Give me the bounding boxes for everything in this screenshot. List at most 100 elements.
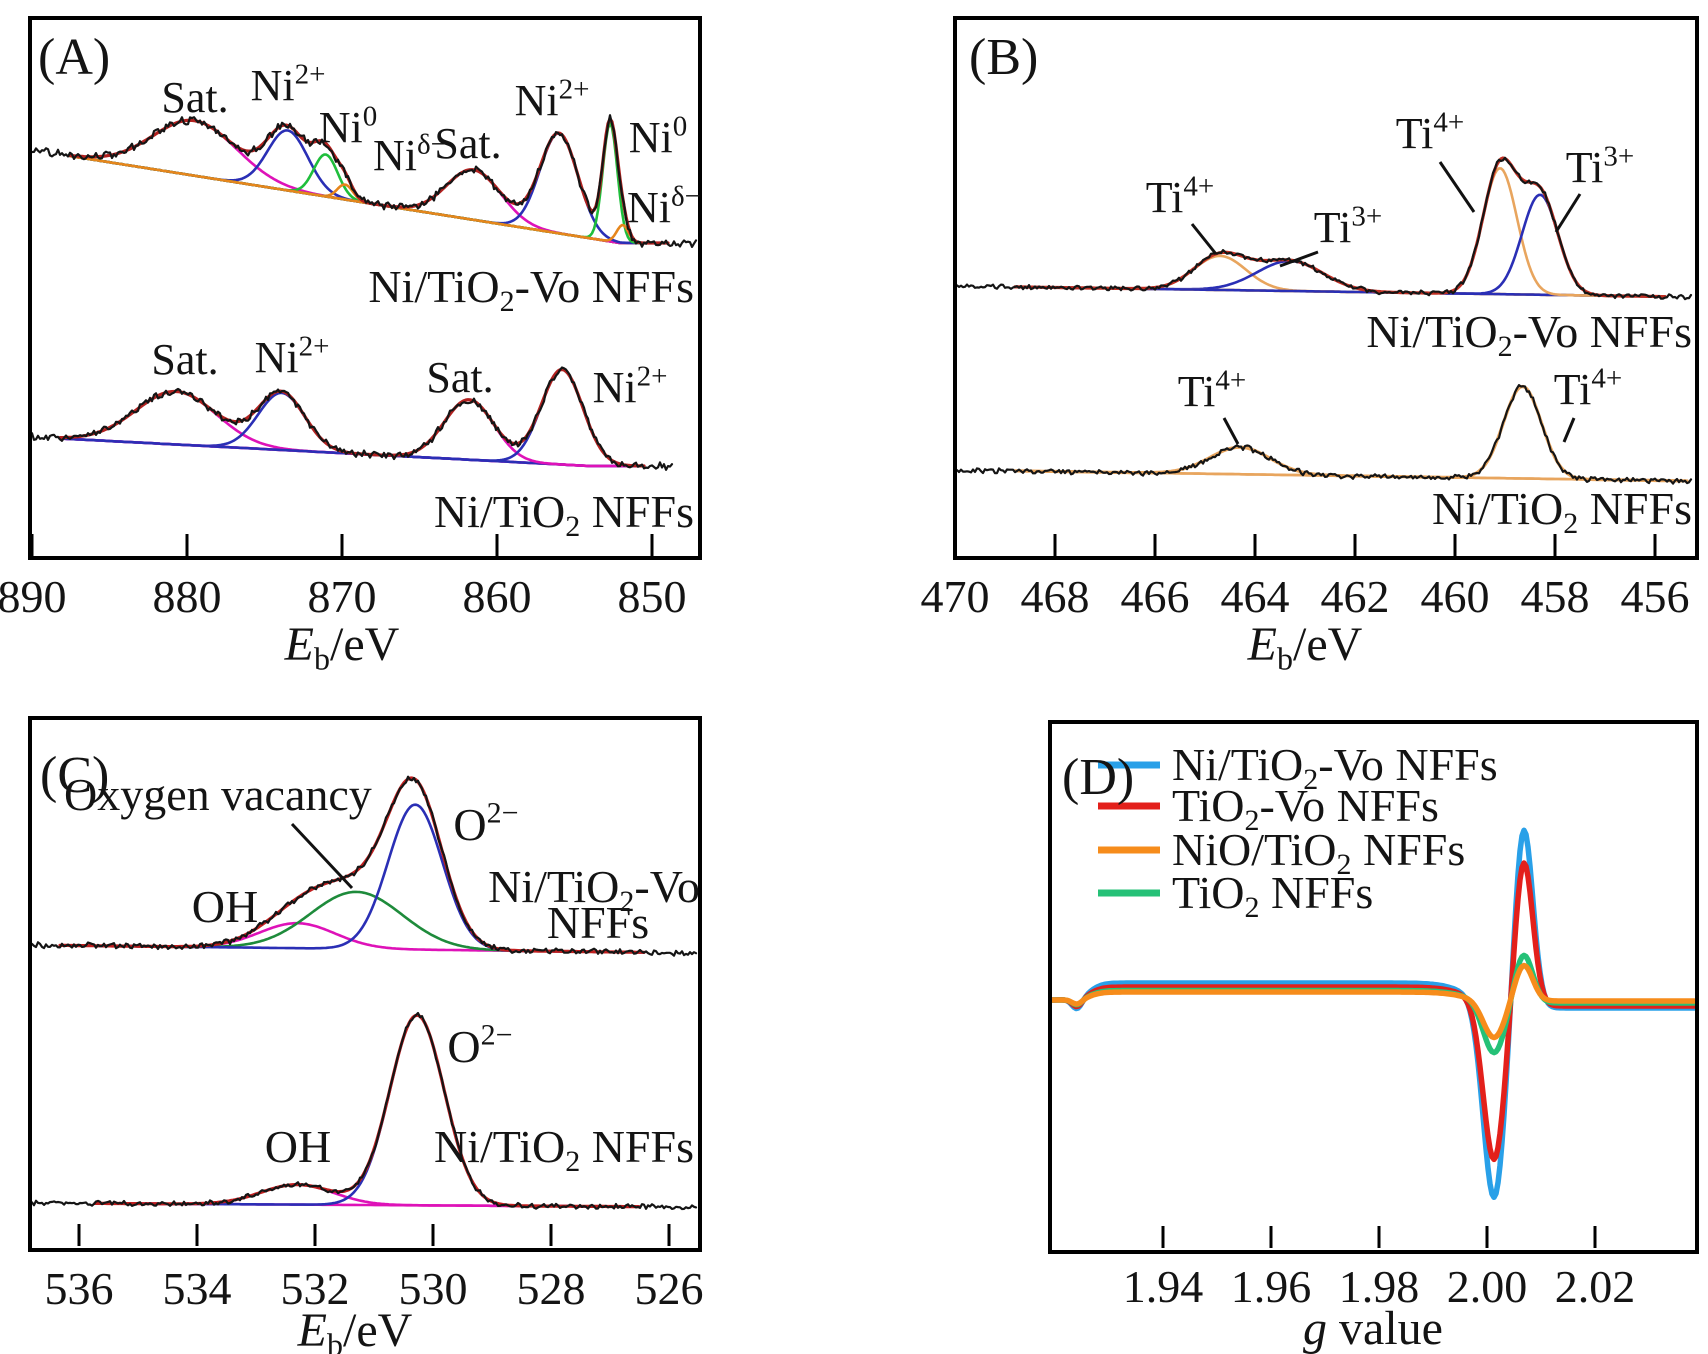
annotation: Ni/TiO2 NFFs <box>434 486 694 543</box>
tick-label: 462 <box>1321 571 1390 622</box>
epr-curve-3 <box>1052 962 1695 1041</box>
tick-label: 850 <box>618 571 687 622</box>
annotation-pointer-line <box>290 822 354 890</box>
annotation: Sat. <box>161 73 228 122</box>
annotation-pointer-line <box>1438 161 1476 213</box>
annotation: Ni2+ <box>593 360 668 412</box>
annotation: Sat. <box>151 335 218 384</box>
annotation: OH <box>192 881 258 932</box>
annotation: Ti3+ <box>1314 200 1382 252</box>
spectrum-B-0 <box>957 156 1693 301</box>
annotation-pointer-line <box>1554 193 1582 233</box>
envelope-curve <box>93 1013 641 1209</box>
tick-label: 1.94 <box>1123 1261 1204 1312</box>
fit-component-Nid- <box>68 154 670 245</box>
axis-label: Eb/eV <box>297 1304 413 1354</box>
tick-label: 530 <box>399 1263 468 1314</box>
annotation: Ni/TiO2 NFFs <box>434 1121 694 1178</box>
fit-component-Ni2+ <box>68 132 670 245</box>
spectrum-A-1 <box>32 366 674 471</box>
legend-label-2: NiO/TiO2 NFFs <box>1172 824 1465 881</box>
legend-label-3: TiO2 NFFs <box>1172 867 1373 924</box>
annotation: Ni2+ <box>515 73 590 125</box>
axis-label: g value <box>1303 1302 1443 1354</box>
annotation: Sat. <box>434 119 501 168</box>
tick-label: 2.02 <box>1555 1261 1636 1312</box>
fit-component-Ni0 <box>68 122 670 245</box>
tick-label: 532 <box>281 1263 350 1314</box>
raw-data-curve <box>957 384 1693 485</box>
tick-label: 2.00 <box>1447 1261 1528 1312</box>
annotation-pointer-line <box>1190 223 1218 255</box>
spectrum-A-0 <box>32 114 698 248</box>
legend-label-0: Ni/TiO2-Vo NFFs <box>1172 739 1498 796</box>
annotation: Ni/TiO2-Vo NFFs <box>368 261 694 318</box>
annotation: NFFs <box>547 897 649 948</box>
annotation: Oxygen vacancy <box>64 769 372 820</box>
panel-letter: (D) <box>1062 749 1134 806</box>
spectrum-B-1 <box>957 384 1693 485</box>
fit-component-Ni2+ <box>58 391 646 468</box>
annotation: Ni0 <box>319 100 378 152</box>
annotation: Niδ− <box>627 180 701 232</box>
tick-label: 860 <box>463 571 532 622</box>
tick-label: 526 <box>635 1263 704 1314</box>
annotation: Ti4+ <box>1146 170 1214 222</box>
annotation: O2− <box>453 797 518 851</box>
panel-C-frame <box>28 716 702 1252</box>
epr-curve-1 <box>1052 860 1695 1163</box>
fit-component-Sat. <box>58 398 646 468</box>
spectrum-C-0 <box>32 775 698 957</box>
annotation: Sat. <box>426 353 493 402</box>
panel-A-frame <box>28 16 702 560</box>
tick-label: 460 <box>1421 571 1490 622</box>
annotation: Ti4+ <box>1178 364 1246 416</box>
raw-data-curve <box>32 114 698 248</box>
tick-label: 534 <box>163 1263 232 1314</box>
fit-component-O2- <box>93 1014 641 1208</box>
legend-label-1: TiO2-Vo NFFs <box>1172 780 1439 837</box>
tick-label: 464 <box>1221 571 1290 622</box>
annotation: Ti4+ <box>1396 106 1464 158</box>
spectrum-C-1 <box>32 1011 698 1211</box>
annotation: Ni/TiO2 NFFs <box>1432 483 1692 540</box>
raw-data-curve <box>957 156 1693 301</box>
raw-data-curve <box>32 1011 698 1211</box>
annotation: Ni2+ <box>255 330 330 382</box>
panel-D-frame <box>1048 720 1699 1254</box>
annotation: OH <box>265 1121 331 1172</box>
tick-label: 890 <box>0 571 67 622</box>
tick-label: 456 <box>1621 571 1690 622</box>
tick-label: 458 <box>1521 571 1590 622</box>
raw-data-curve <box>32 775 698 957</box>
annotation: Ti3+ <box>1566 140 1634 192</box>
epr-curve-2 <box>1052 952 1695 1056</box>
tick-label: 1.98 <box>1339 1261 1420 1312</box>
panel-B: 470 468 466 464 462 460 458 456 Eb/eV (B) Ti4+ Ti3+… <box>921 16 1699 677</box>
tick-label: 536 <box>45 1263 114 1314</box>
panel-C: 536 534 532 530 528 526 Eb/eV (C)Oxygen vacancy… <box>28 716 704 1354</box>
fit-component-Ni0 <box>68 153 670 245</box>
axis-label: Eb/eV <box>1247 618 1363 677</box>
tick-label: 1.96 <box>1231 1261 1312 1312</box>
annotation: Ni/TiO2-Vo <box>488 861 700 918</box>
annotation: Niδ− <box>373 128 447 180</box>
tick-label: 880 <box>153 571 222 622</box>
fit-component-Ni2+ <box>68 129 670 245</box>
annotation: Ti4+ <box>1554 362 1622 414</box>
panel-letter: (A) <box>38 29 110 86</box>
annotation-pointer-line <box>1279 250 1319 268</box>
tick-label: 528 <box>517 1263 586 1314</box>
annotation: O2− <box>447 1019 512 1073</box>
raw-data-curve <box>32 366 674 471</box>
tick-label: 870 <box>308 571 377 622</box>
annotation: Ni0 <box>629 110 688 162</box>
annotation-pointer-line <box>1562 417 1576 443</box>
panel-B-frame <box>953 16 1699 560</box>
annotation: Ni2+ <box>251 58 326 110</box>
axis-label: Eb/eV <box>284 618 400 677</box>
annotation: Ni/TiO2-Vo NFFs <box>1366 306 1692 363</box>
